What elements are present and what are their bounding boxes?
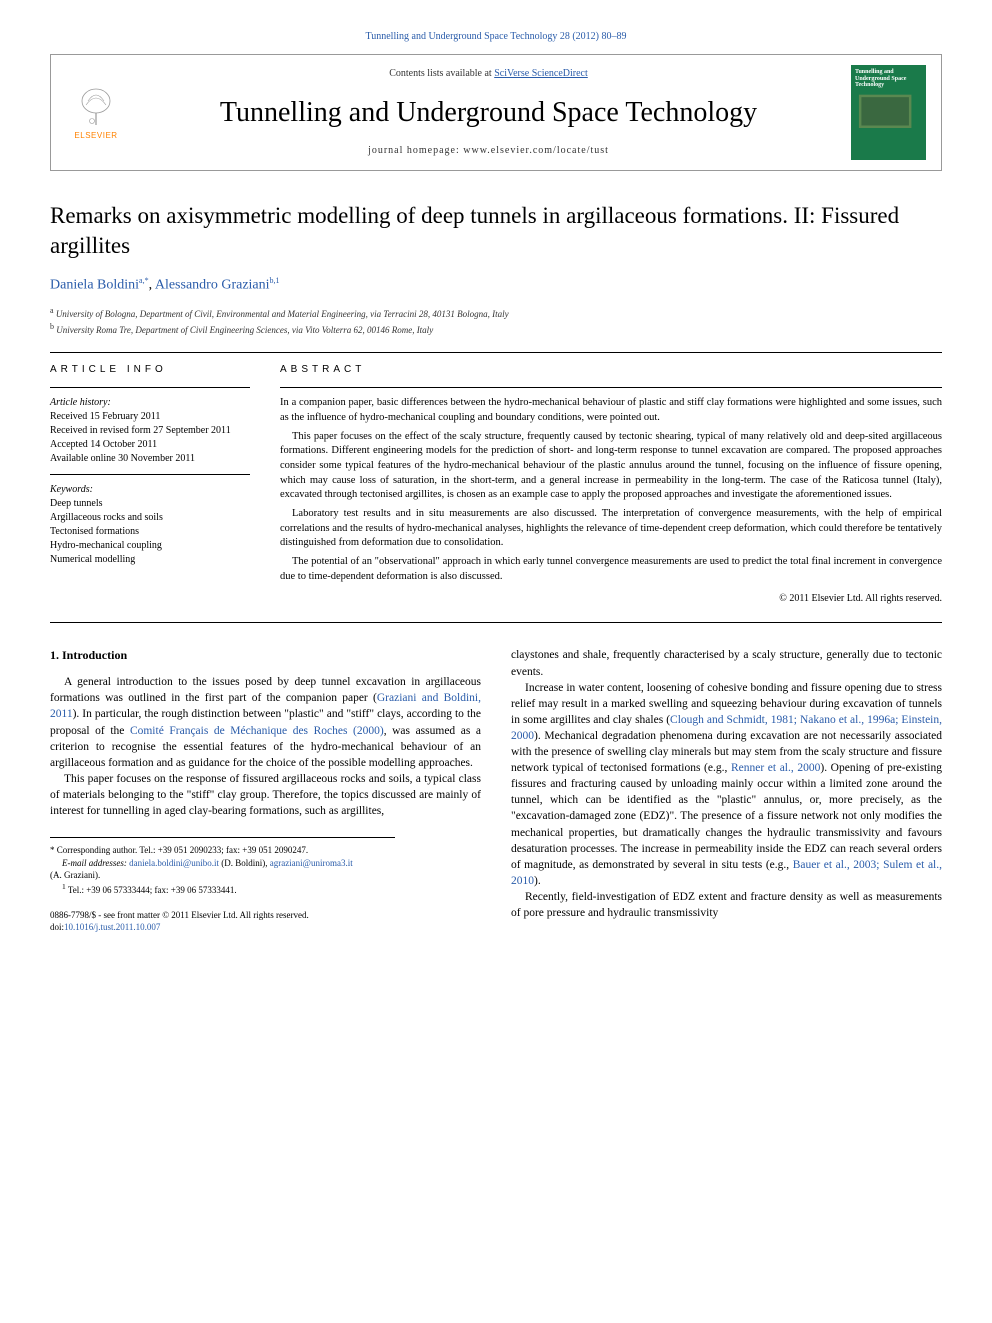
journal-header: ELSEVIER Contents lists available at Sci… [50, 54, 942, 171]
section-heading: 1. Introduction [50, 647, 481, 664]
author-affil-sup: b,1 [270, 276, 280, 285]
contents-line: Contents lists available at SciVerse Sci… [126, 67, 851, 81]
body-paragraph: Recently, field-investigation of EDZ ext… [511, 889, 942, 921]
elsevier-label: ELSEVIER [66, 130, 126, 141]
journal-citation[interactable]: Tunnelling and Underground Space Technol… [50, 30, 942, 44]
body-paragraph: Increase in water content, loosening of … [511, 680, 942, 889]
history-item: Received in revised form 27 September 20… [50, 424, 250, 438]
elsevier-logo: ELSEVIER [66, 83, 126, 141]
keywords-label: Keywords: [50, 483, 250, 497]
body-paragraph: A general introduction to the issues pos… [50, 674, 481, 771]
footer-info: 0886-7798/$ - see front matter © 2011 El… [50, 910, 481, 933]
keyword: Tectonised formations [50, 525, 250, 539]
journal-name: Tunnelling and Underground Space Technol… [126, 93, 851, 132]
journal-homepage-url[interactable]: www.elsevier.com/locate/tust [463, 145, 609, 156]
citation-link[interactable]: Comité Français de Méchanique des Roches… [130, 725, 384, 737]
author-link[interactable]: Alessandro Graziani [155, 277, 270, 292]
citation-link[interactable]: Renner et al., 2000 [731, 762, 820, 774]
email-link[interactable]: daniela.boldini@unibo.it [129, 858, 219, 868]
email-link[interactable]: agraziani@uniroma3.it [270, 858, 353, 868]
history-label: Article history: [50, 396, 250, 410]
abstract-paragraph: The potential of an "observational" appr… [280, 555, 942, 584]
abstract-paragraph: This paper focuses on the effect of the … [280, 430, 942, 503]
keyword: Numerical modelling [50, 553, 250, 567]
abstract: ABSTRACT In a companion paper, basic dif… [280, 363, 942, 606]
history-item: Available online 30 November 2011 [50, 452, 250, 466]
article-title: Remarks on axisymmetric modelling of dee… [50, 201, 942, 261]
author-affil-sup: a,* [139, 276, 149, 285]
body-paragraph: This paper focuses on the response of fi… [50, 771, 481, 819]
keyword: Hydro-mechanical coupling [50, 539, 250, 553]
footnotes: * Corresponding author. Tel.: +39 051 20… [50, 837, 395, 896]
authors: Daniela Boldinia,*, Alessandro Grazianib… [50, 275, 942, 295]
article-info-heading: ARTICLE INFO [50, 363, 250, 377]
history-item: Accepted 14 October 2011 [50, 438, 250, 452]
keyword: Deep tunnels [50, 497, 250, 511]
body-paragraph: claystones and shale, frequently charact… [511, 647, 942, 679]
keyword: Argillaceous rocks and soils [50, 511, 250, 525]
journal-cover-thumbnail: Tunnelling and Underground Space Technol… [851, 65, 926, 160]
history-item: Received 15 February 2011 [50, 410, 250, 424]
copyright: © 2011 Elsevier Ltd. All rights reserved… [280, 592, 942, 606]
sciencedirect-link[interactable]: SciVerse ScienceDirect [494, 68, 588, 79]
article-info: ARTICLE INFO Article history: Received 1… [50, 363, 250, 606]
abstract-paragraph: In a companion paper, basic differences … [280, 396, 942, 425]
divider [50, 352, 942, 353]
journal-homepage: journal homepage: www.elsevier.com/locat… [126, 144, 851, 158]
elsevier-tree-icon [74, 83, 119, 128]
doi-link[interactable]: 10.1016/j.tust.2011.10.007 [64, 922, 160, 932]
author-link[interactable]: Daniela Boldini [50, 277, 139, 292]
abstract-paragraph: Laboratory test results and in situ meas… [280, 507, 942, 551]
abstract-heading: ABSTRACT [280, 363, 942, 377]
affiliations: a University of Bologna, Department of C… [50, 305, 942, 336]
body-column-left: 1. Introduction A general introduction t… [50, 647, 481, 933]
divider [50, 622, 942, 623]
body-column-right: claystones and shale, frequently charact… [511, 647, 942, 933]
